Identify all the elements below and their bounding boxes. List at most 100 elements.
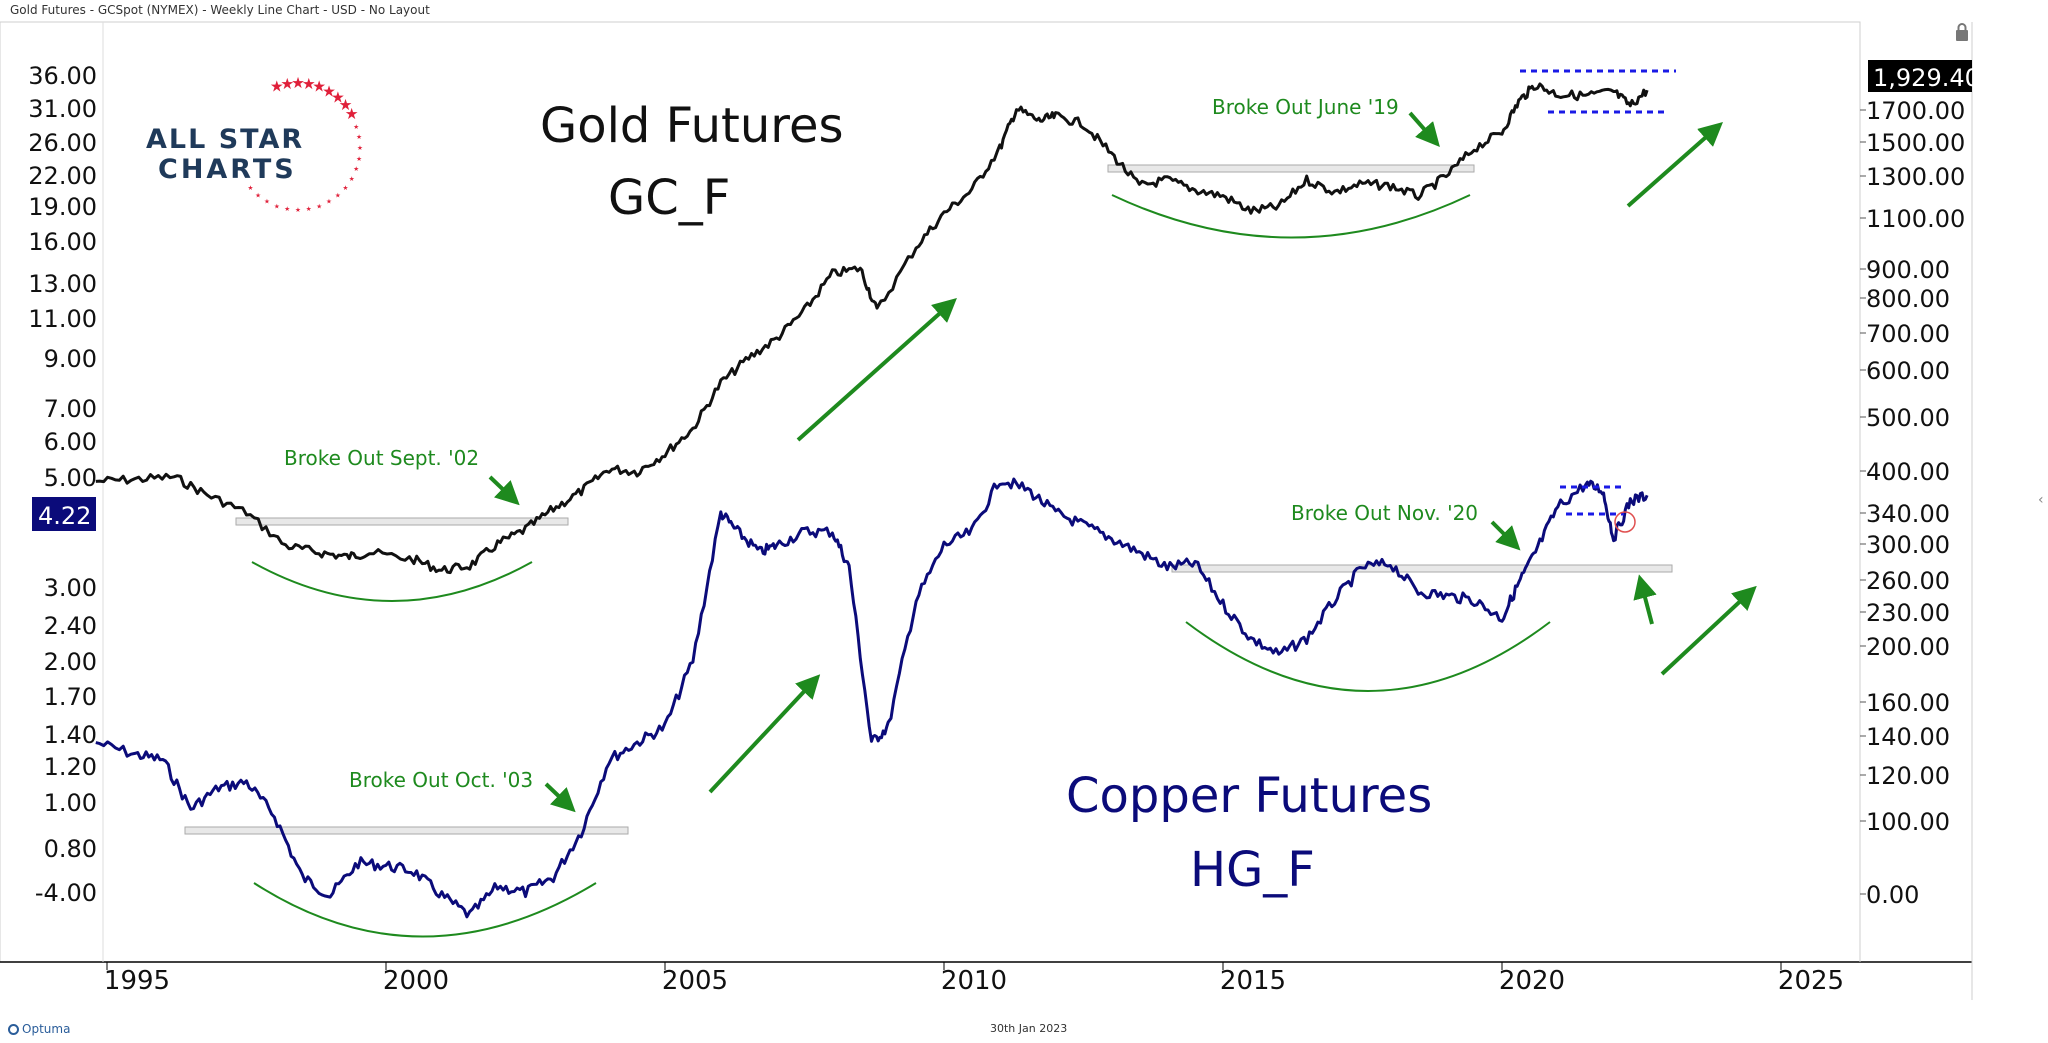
logo-star-icon: ★ xyxy=(306,205,312,213)
right-tick-label: 1300.00 xyxy=(1866,163,1965,191)
logo-star-icon: ★ xyxy=(322,82,336,100)
left-tick-label: 19.00 xyxy=(28,193,97,221)
logo-star-icon: ★ xyxy=(295,206,301,214)
logo-star-icon: ★ xyxy=(255,191,261,199)
breakout-arrow-june19 xyxy=(1408,111,1440,148)
right-tick-label: 200.00 xyxy=(1866,633,1950,661)
right-tick-label: 160.00 xyxy=(1866,689,1950,717)
copper-base-rect-1 xyxy=(184,826,629,835)
left-tick-label: 13.00 xyxy=(28,270,97,298)
right-tick-label: 600.00 xyxy=(1866,357,1950,385)
left-tick-label: 11.00 xyxy=(28,305,97,333)
copper-cup-arc-2 xyxy=(1185,621,1551,692)
collapse-panel-icon[interactable]: ‹ xyxy=(2038,492,2044,508)
right-tick-label: 230.00 xyxy=(1866,599,1950,627)
logo-star-icon: ★ xyxy=(353,123,359,131)
logo-line2: CHARTS xyxy=(158,154,297,185)
x-tick-label: 2020 xyxy=(1499,966,1565,996)
right-tick-label: 100.00 xyxy=(1866,808,1950,836)
annotation-broke-out-sept02: Broke Out Sept. '02 xyxy=(284,446,479,470)
x-tick-label: 2010 xyxy=(941,966,1007,996)
chart-header-title: Gold Futures - GCSpot (NYMEX) - Weekly L… xyxy=(10,3,430,17)
right-tick-label: 300.00 xyxy=(1866,531,1950,559)
right-axis-ticks: 1700.00 1500.00 1300.00 1100.00 900.00800.00… xyxy=(1860,97,1965,909)
x-tick-label: 2005 xyxy=(662,966,728,996)
logo-star-icon: ★ xyxy=(335,191,341,199)
optuma-logo: Optuma xyxy=(8,1022,70,1036)
gold-label-line1: Gold Futures xyxy=(540,98,844,154)
logo-star-icon: ★ xyxy=(248,184,254,192)
right-tick-label: 1100.00 xyxy=(1866,205,1965,233)
logo-star-icon: ★ xyxy=(357,144,363,152)
lock-icon[interactable] xyxy=(1954,22,1970,42)
logo-star-icon: ★ xyxy=(353,165,359,173)
annotation-broke-out-oct03: Broke Out Oct. '03 xyxy=(349,768,533,792)
left-tick-label: 1.70 xyxy=(44,683,97,711)
right-current-value-text: 1,929.40 xyxy=(1873,64,1980,92)
left-tick-label: 5.00 xyxy=(44,464,97,492)
logo-star-icon: ★ xyxy=(312,78,326,96)
left-tick-label: 6.00 xyxy=(44,428,97,456)
right-tick-label: 0.00 xyxy=(1866,881,1919,909)
logo-star-icon: ★ xyxy=(339,96,353,114)
copper-cup-arc-1 xyxy=(253,882,597,938)
left-tick-label: 1.00 xyxy=(44,789,97,817)
right-tick-label: 340.00 xyxy=(1866,500,1950,528)
left-tick-label: 16.00 xyxy=(28,228,97,256)
logo-star-icon: ★ xyxy=(326,198,332,206)
x-tick-label: 2025 xyxy=(1778,966,1844,996)
logo-star-icon: ★ xyxy=(302,75,316,93)
annotation-broke-out-nov20: Broke Out Nov. '20 xyxy=(1291,501,1478,525)
left-axis-ticks: 36.00 31.00 26.00 22.00 19.00 16.00 13.00 11.00… xyxy=(28,62,97,907)
copper-label-line2: HG_F xyxy=(1190,842,1315,898)
copper-highlight-circle xyxy=(1614,511,1636,533)
trend-arrow-copper-1 xyxy=(708,674,821,794)
logo-star-ring-icon: ★★★★★★★★★★★★★★★★★★★★★★★★★★ xyxy=(248,74,363,214)
left-tick-label: 22.00 xyxy=(28,162,97,190)
left-current-value-text: 4.22 xyxy=(38,502,91,530)
x-tick-label: 1995 xyxy=(104,966,170,996)
logo-star-icon: ★ xyxy=(343,184,349,192)
left-tick-label: 2.40 xyxy=(44,612,97,640)
trend-arrow-copper-2 xyxy=(1660,585,1757,676)
footer-date: 30th Jan 2023 xyxy=(990,1022,1068,1035)
left-tick-label: 1.20 xyxy=(44,753,97,781)
left-tick-label: 31.00 xyxy=(28,95,97,123)
logo-star-icon: ★ xyxy=(356,155,362,163)
left-tick-label: 2.00 xyxy=(44,648,97,676)
breakout-arrow-sept02 xyxy=(488,475,520,506)
x-axis-ticks: 1995 2000 2005 2010 2015 2020 2025 xyxy=(104,962,1844,996)
right-tick-label: 260.00 xyxy=(1866,567,1950,595)
left-tick-label: 9.00 xyxy=(44,345,97,373)
gold-base-rect-1 xyxy=(235,517,569,526)
breakout-arrow-nov20 xyxy=(1490,520,1521,551)
copper-label-line1: Copper Futures xyxy=(1066,768,1432,824)
breakout-arrow-oct03 xyxy=(544,782,576,813)
right-tick-label: 120.00 xyxy=(1866,762,1950,790)
left-tick-label: 0.80 xyxy=(44,835,97,863)
right-tick-label: 1500.00 xyxy=(1866,129,1965,157)
left-current-value-badge: 4.22 xyxy=(32,497,96,531)
left-tick-label: 26.00 xyxy=(28,129,97,157)
logo-star-icon: ★ xyxy=(291,74,305,92)
right-tick-label: 500.00 xyxy=(1866,404,1950,432)
logo-star-icon: ★ xyxy=(264,198,270,206)
logo-star-icon: ★ xyxy=(280,75,294,93)
right-tick-label: 1700.00 xyxy=(1866,97,1965,125)
gold-cup-arc-2 xyxy=(1111,194,1471,239)
gold-cup-arc-1 xyxy=(251,561,533,602)
optuma-brand-text: Optuma xyxy=(22,1022,71,1036)
all-star-charts-logo: ALL STAR CHARTS ★★★★★★★★★★★★★★★★★★★★★★★★… xyxy=(146,74,363,214)
logo-star-icon: ★ xyxy=(331,89,345,107)
trend-arrow-gold-2 xyxy=(1626,122,1723,208)
right-tick-label: 400.00 xyxy=(1866,458,1950,486)
logo-star-icon: ★ xyxy=(356,133,362,141)
logo-star-icon: ★ xyxy=(270,78,284,96)
logo-line1: ALL STAR xyxy=(146,124,304,155)
left-tick-label: 3.00 xyxy=(44,574,97,602)
right-tick-label: 700.00 xyxy=(1866,320,1950,348)
x-tick-label: 2015 xyxy=(1220,966,1286,996)
copper-series-line xyxy=(95,477,1649,919)
annotation-broke-out-june19: Broke Out June '19 xyxy=(1212,95,1399,119)
